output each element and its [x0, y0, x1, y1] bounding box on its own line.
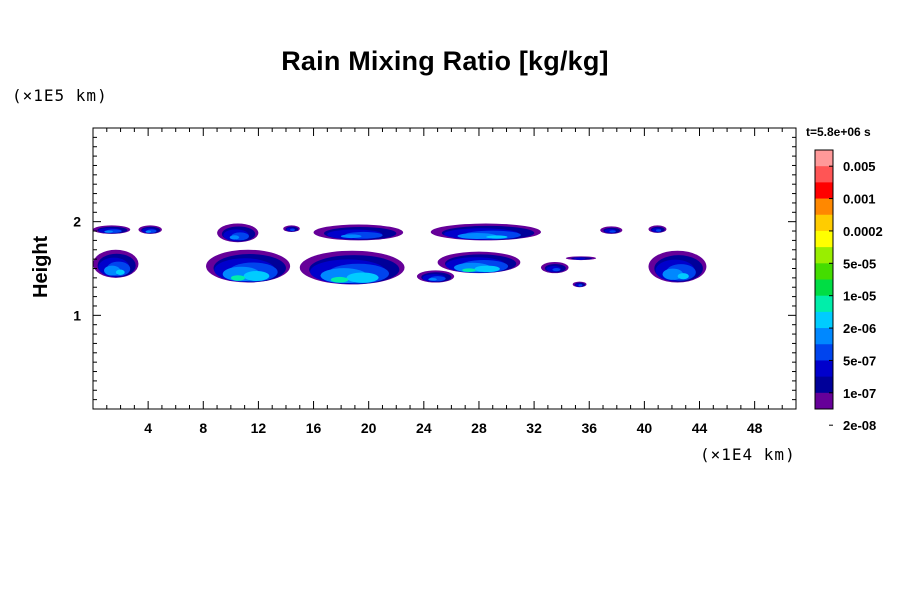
rain-cell [565, 256, 597, 261]
contour-level [462, 268, 476, 272]
y-tick-label: 2 [73, 214, 81, 230]
x-tick-label: 36 [581, 420, 597, 436]
contour-level [552, 267, 561, 272]
x-tick-label: 16 [306, 420, 322, 436]
x-tick-label: 48 [747, 420, 763, 436]
contour-level [655, 229, 662, 232]
rain-cell [313, 224, 404, 241]
chart-title: Rain Mixing Ratio [kg/kg] [281, 46, 609, 76]
contour-level [104, 230, 113, 233]
contour-level [340, 234, 362, 239]
colorbar-label: 1e-07 [843, 386, 876, 401]
colorbar-swatch [815, 279, 833, 297]
contour-level [230, 275, 245, 281]
rain-cell [648, 250, 707, 283]
x-tick-label: 4 [144, 420, 152, 436]
x-tick-label: 20 [361, 420, 377, 436]
x-scale-label: (×1E4 km) [700, 445, 796, 464]
colorbar-swatch [815, 328, 833, 345]
rain-cell [93, 249, 139, 278]
rain-cell [648, 225, 667, 233]
rain-cell [299, 250, 405, 285]
colorbar-swatch [815, 198, 833, 216]
rain-cell [138, 225, 162, 234]
time-label: t=5.8e+06 s [806, 125, 871, 139]
colorbar-frame [814, 149, 834, 410]
colorbar-swatch [815, 311, 833, 329]
colorbar-label: 5e-05 [843, 256, 876, 271]
colorbar-label: 5e-07 [843, 353, 876, 368]
colorbar-label: 2e-08 [843, 418, 876, 433]
contour-level [229, 235, 240, 240]
contour-level [115, 269, 125, 275]
rain-cell [437, 251, 521, 274]
contour-level [486, 235, 508, 239]
contour-level [428, 277, 437, 281]
rain-cell [416, 270, 455, 283]
rain-cell [572, 281, 587, 288]
colorbar-swatch [815, 182, 833, 199]
colorbar: 0.005 0.001 0.0002 5e-05 1e-05 2e-06 5e-07 1e-0… [814, 149, 883, 433]
colorbar-label: 0.005 [843, 159, 876, 174]
colorbar-swatch [815, 392, 833, 410]
rain-cells [93, 223, 707, 288]
contour-level [346, 272, 379, 283]
x-tick-label: 40 [637, 420, 653, 436]
colorbar-label: 2e-06 [843, 321, 876, 336]
colorbar-swatch [815, 376, 833, 394]
rain-cell [93, 225, 131, 234]
x-tick-label: 8 [199, 420, 207, 436]
rain-cell [217, 223, 259, 243]
contour-level [290, 228, 295, 232]
colorbar-swatch [815, 344, 833, 361]
x-tick-label: 12 [251, 420, 267, 436]
x-tick-label: 28 [471, 420, 487, 436]
colorbar-label: 0.001 [843, 192, 876, 207]
rain-cell [600, 226, 623, 234]
colorbar-label: 1e-05 [843, 289, 876, 304]
x-tick-label: 32 [526, 420, 542, 436]
x-tick-label: 24 [416, 420, 432, 436]
colorbar-swatch [815, 263, 833, 280]
colorbar-swatch [815, 150, 833, 167]
contour-level [145, 230, 152, 233]
contour-level [677, 273, 689, 280]
colorbar-swatch [815, 360, 833, 378]
contour-level [243, 270, 270, 282]
contour-level [609, 230, 616, 233]
colorbar-swatch [815, 166, 833, 183]
contour-level [474, 265, 500, 273]
y-tick-label: 1 [73, 307, 81, 323]
rain-cell [283, 225, 300, 232]
contour-level [578, 284, 583, 287]
colorbar-swatch [815, 247, 833, 264]
colorbar-swatch [815, 214, 833, 232]
y-scale-label: (×1E5 km) [12, 86, 108, 105]
rain-cell [540, 261, 569, 274]
colorbar-swatch [815, 230, 833, 248]
colorbar-label: 0.0002 [843, 224, 883, 239]
rain-cell [206, 249, 291, 283]
contour-level [330, 276, 349, 283]
contour-level [574, 257, 586, 260]
x-tick-label: 44 [692, 420, 708, 436]
colorbar-swatch [815, 295, 833, 313]
rain-cell [430, 223, 541, 241]
